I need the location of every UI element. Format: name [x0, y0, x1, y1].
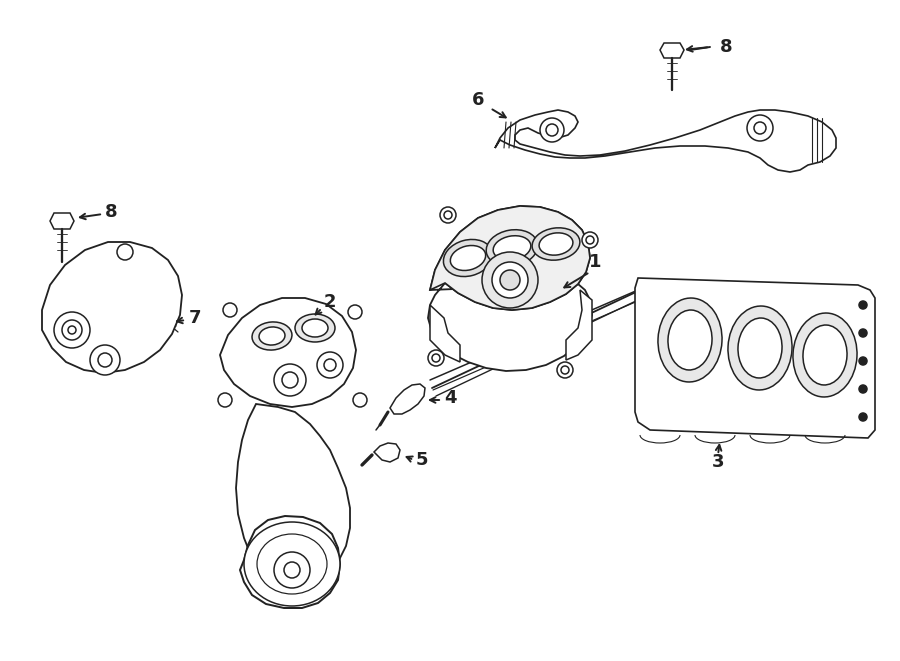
Circle shape	[540, 118, 564, 142]
Polygon shape	[430, 305, 460, 362]
Ellipse shape	[486, 230, 538, 266]
Circle shape	[54, 312, 90, 348]
Polygon shape	[42, 242, 182, 373]
Circle shape	[284, 562, 300, 578]
Circle shape	[747, 115, 773, 141]
Polygon shape	[635, 278, 875, 438]
Ellipse shape	[668, 310, 712, 370]
Text: 8: 8	[720, 38, 733, 56]
Polygon shape	[50, 213, 74, 229]
Ellipse shape	[539, 233, 573, 255]
Ellipse shape	[295, 314, 335, 342]
Polygon shape	[660, 43, 684, 58]
Ellipse shape	[244, 522, 340, 606]
Circle shape	[62, 320, 82, 340]
Circle shape	[859, 301, 867, 309]
Circle shape	[274, 364, 306, 396]
Polygon shape	[374, 443, 400, 462]
Ellipse shape	[252, 322, 292, 350]
Circle shape	[432, 354, 440, 362]
Circle shape	[754, 122, 766, 134]
Circle shape	[859, 357, 867, 365]
Ellipse shape	[257, 534, 327, 594]
Circle shape	[324, 359, 336, 371]
Polygon shape	[428, 206, 592, 371]
Text: 3: 3	[712, 453, 724, 471]
Ellipse shape	[302, 319, 328, 337]
Circle shape	[218, 393, 232, 407]
Circle shape	[117, 244, 133, 260]
Circle shape	[500, 270, 520, 290]
Ellipse shape	[450, 245, 486, 270]
Circle shape	[482, 252, 538, 308]
Ellipse shape	[793, 313, 857, 397]
Ellipse shape	[728, 306, 792, 390]
Polygon shape	[390, 384, 425, 414]
Ellipse shape	[803, 325, 847, 385]
Circle shape	[90, 345, 120, 375]
Circle shape	[444, 211, 452, 219]
Circle shape	[223, 303, 237, 317]
Circle shape	[317, 352, 343, 378]
Circle shape	[582, 232, 598, 248]
Circle shape	[859, 329, 867, 337]
Text: 1: 1	[589, 253, 601, 271]
Circle shape	[546, 124, 558, 136]
Ellipse shape	[444, 239, 492, 276]
Circle shape	[282, 372, 298, 388]
Ellipse shape	[658, 298, 722, 382]
Circle shape	[428, 350, 444, 366]
Ellipse shape	[259, 327, 285, 345]
Circle shape	[557, 362, 573, 378]
Circle shape	[98, 353, 112, 367]
Circle shape	[348, 305, 362, 319]
Circle shape	[440, 207, 456, 223]
Polygon shape	[495, 110, 836, 172]
Circle shape	[68, 326, 76, 334]
Polygon shape	[220, 298, 356, 407]
Ellipse shape	[532, 228, 580, 260]
Polygon shape	[566, 290, 592, 360]
Text: 8: 8	[105, 203, 118, 221]
Circle shape	[492, 262, 528, 298]
Circle shape	[859, 385, 867, 393]
Circle shape	[274, 552, 310, 588]
Circle shape	[586, 236, 594, 244]
Text: 2: 2	[324, 293, 337, 311]
Polygon shape	[240, 516, 340, 608]
Ellipse shape	[493, 236, 531, 260]
Text: 4: 4	[444, 389, 456, 407]
Text: 6: 6	[472, 91, 484, 109]
Circle shape	[859, 413, 867, 421]
Text: 7: 7	[189, 309, 202, 327]
Circle shape	[561, 366, 569, 374]
Ellipse shape	[738, 318, 782, 378]
Polygon shape	[236, 404, 350, 584]
Polygon shape	[430, 206, 590, 310]
Circle shape	[353, 393, 367, 407]
Text: 5: 5	[416, 451, 428, 469]
